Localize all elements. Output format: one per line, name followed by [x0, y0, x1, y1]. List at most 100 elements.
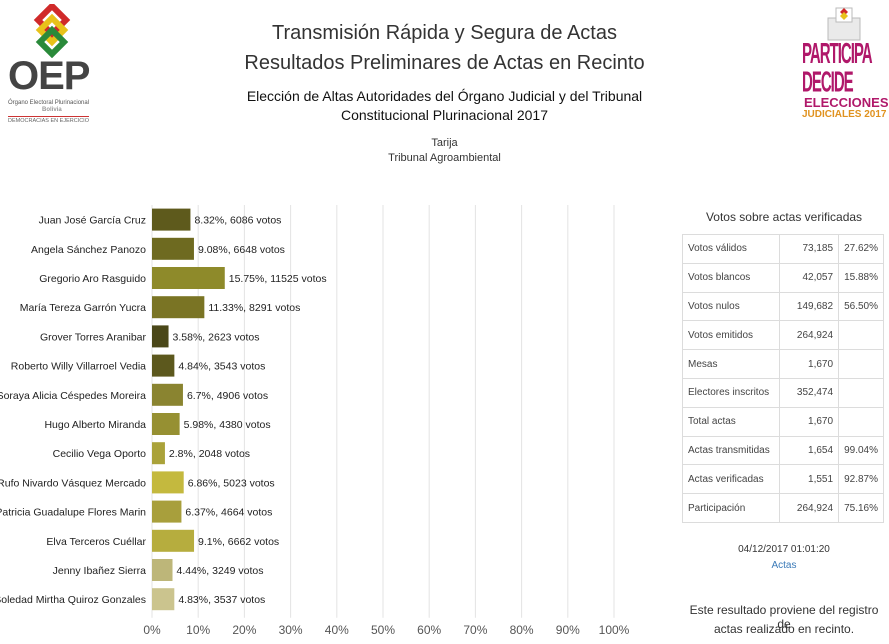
category-label: Elva Terceros Cuéllar [46, 536, 146, 548]
stats-value: 1,670 [779, 349, 840, 379]
stats-label: Participación [681, 493, 781, 523]
data-label: 4.83%, 3537 votos [178, 594, 265, 606]
stats-percent: 75.16% [838, 493, 884, 523]
category-label: María Tereza Garrón Yucra [20, 302, 146, 314]
bar[interactable] [152, 237, 194, 260]
elecciones-text: ELECCIONES [804, 95, 889, 110]
stats-row: Actas transmitidas 1,654 99.04% [681, 435, 884, 466]
stats-label: Votos blancos [681, 262, 781, 293]
bar[interactable] [152, 559, 173, 581]
actas-link[interactable]: Actas [771, 560, 797, 571]
page-title: Transmisión Rápida y Segura de Actas [272, 22, 617, 44]
judiciales-text: JUDICIALES 2017 [802, 109, 887, 120]
stats-title: Votos sobre actas verificadas [705, 210, 863, 224]
bar[interactable] [152, 267, 225, 289]
bar[interactable] [152, 471, 184, 494]
data-label: 15.75%, 11525 votos [229, 273, 327, 285]
stats-value: 42,057 [779, 262, 840, 293]
data-label: 9.08%, 6648 votos [198, 244, 285, 256]
bar[interactable] [152, 588, 175, 611]
stats-label: Actas verificadas [681, 464, 781, 495]
stats-percent: 99.04% [838, 435, 884, 466]
oep-logo: OEP Órgano Electoral Plurinacional Boliv… [6, 4, 98, 126]
stats-label: Electores inscritos [681, 377, 781, 408]
source-note-line2: actas realizado en recinto. [713, 622, 855, 636]
category-label: Juan José García Cruz [39, 215, 146, 227]
category-label: Grover Torres Aranibar [40, 331, 147, 343]
stats-row: Mesas 1,670 [681, 349, 884, 379]
category-label: Cecilio Vega Oporto [53, 448, 147, 460]
bar[interactable] [152, 500, 182, 523]
stats-row: Votos blancos 42,057 15.88% [681, 262, 884, 293]
election-name-line1: Elección de Altas Autoridades del Órgano… [246, 88, 643, 104]
category-label: Hugo Alberto Miranda [44, 419, 146, 431]
x-tick-label: 70% [463, 623, 487, 637]
bar[interactable] [152, 296, 205, 319]
department-label: Tarija [431, 137, 458, 149]
stats-value: 264,924 [779, 493, 840, 523]
stats-row: Votos válidos 73,185 27.62% [681, 234, 884, 264]
data-label: 9.1%, 6662 votos [198, 536, 279, 548]
bar[interactable] [152, 442, 165, 465]
results-bar-chart: Juan José García Cruz 8.32%, 6086 votos An… [0, 205, 630, 637]
stats-percent: 56.50% [838, 291, 884, 322]
stats-value: 73,185 [779, 234, 840, 264]
stats-percent: 27.62% [838, 234, 884, 264]
stats-label: Votos nulos [681, 291, 781, 322]
category-label: Angela Sánchez Panozo [31, 244, 146, 256]
data-label: 4.44%, 3249 votos [177, 565, 264, 577]
oep-logo-slogan: DEMOCRACIAS EN EJERCICIO [8, 116, 89, 124]
category-label: Jenny Ibañez Sierra [53, 565, 147, 577]
stats-row: Actas verificadas 1,551 92.87% [681, 464, 884, 495]
election-name-line2: Constitucional Plurinacional 2017 [340, 107, 549, 123]
category-label: Gregorio Aro Rasguido [39, 273, 146, 285]
bar[interactable] [152, 208, 191, 231]
stats-percent [838, 349, 884, 379]
stats-table: Votos válidos 73,185 27.62% Votos blancos 42… [681, 234, 884, 523]
x-tick-label: 100% [599, 623, 630, 637]
category-label: Roberto Willy Villarroel Vedia [11, 361, 146, 373]
stats-label: Mesas [681, 349, 781, 379]
x-tick-label: 30% [279, 623, 303, 637]
stats-row: Electores inscritos 352,474 [681, 377, 884, 408]
data-label: 3.58%, 2623 votos [173, 331, 260, 343]
stats-percent [838, 320, 884, 351]
source-note-line1: Este resultado proviene del registro de [689, 603, 879, 631]
oep-emblem-icon [33, 4, 71, 58]
stats-value: 1,654 [779, 435, 840, 466]
bar[interactable] [152, 529, 195, 552]
bar[interactable] [152, 413, 180, 435]
x-tick-label: 90% [556, 623, 580, 637]
stats-value: 1,551 [779, 464, 840, 495]
category-label: Rufo Nivardo Vásquez Mercado [0, 477, 146, 489]
data-label: 8.32%, 6086 votos [194, 215, 281, 227]
timestamp: 04/12/2017 01:01:20 [738, 544, 830, 555]
stats-label: Votos emitidos [681, 320, 781, 351]
x-tick-label: 80% [510, 623, 534, 637]
stats-percent: 15.88% [838, 262, 884, 293]
oep-logo-country: Bolivia [42, 107, 62, 113]
stats-label: Total actas [681, 406, 781, 437]
court-label: Tribunal Agroambiental [388, 152, 501, 164]
data-label: 11.33%, 8291 votos [208, 302, 300, 314]
category-label: Soledad Mirtha Quiroz Gonzales [0, 594, 146, 606]
bar[interactable] [152, 354, 175, 377]
ballot-box-icon [827, 7, 861, 41]
x-tick-label: 10% [186, 623, 210, 637]
data-label: 6.7%, 4906 votos [187, 390, 268, 402]
stats-label: Votos válidos [681, 234, 781, 264]
category-label: Soraya Alicia Céspedes Moreira [0, 390, 146, 402]
x-tick-label: 40% [325, 623, 349, 637]
x-tick-label: 60% [417, 623, 441, 637]
oep-logo-subtitle: Órgano Electoral Plurinacional [8, 100, 90, 106]
stats-value: 1,670 [779, 406, 840, 437]
participa-decide-text: PARTICIPA DECIDE [802, 38, 872, 99]
stats-value: 149,682 [779, 291, 840, 322]
x-tick-label: 20% [232, 623, 256, 637]
elecciones-judiciales-logo: PARTICIPA DECIDE ELECCIONES JUDICIALES 2… [800, 4, 889, 124]
stats-row: Votos nulos 149,682 56.50% [681, 291, 884, 322]
stats-value: 352,474 [779, 377, 840, 408]
category-label: Patricia Guadalupe Flores Marin [0, 507, 146, 519]
bar[interactable] [152, 325, 169, 348]
bar[interactable] [152, 383, 183, 406]
